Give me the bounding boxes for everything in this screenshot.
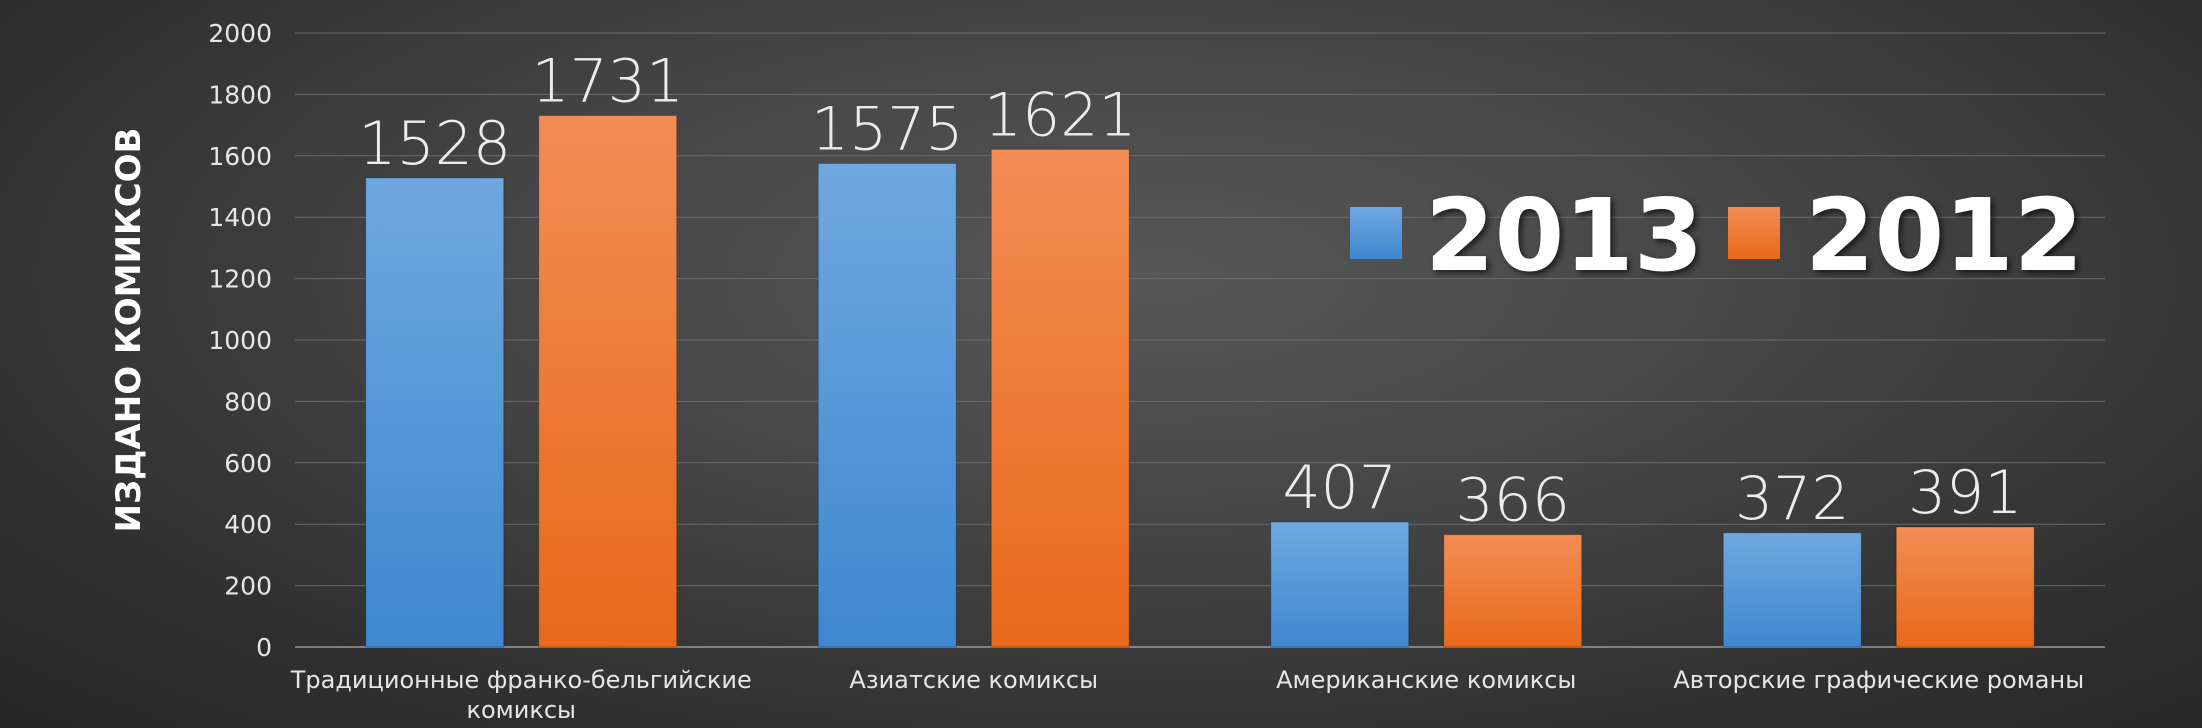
- y-tick-label: 0: [256, 633, 272, 662]
- data-label: 1731: [531, 47, 684, 117]
- y-tick-label: 1800: [208, 80, 272, 109]
- bars: [365, 115, 2035, 648]
- data-labels: 1528 1731 1575 1621 407 366 372 391: [358, 47, 2022, 536]
- y-tick-label: 800: [224, 387, 272, 416]
- y-tick-label: 200: [224, 572, 272, 601]
- y-tick-label: 2000: [208, 19, 272, 48]
- legend: 2013 2012: [1350, 177, 2083, 294]
- data-label: 1621: [984, 80, 1137, 150]
- data-label: 1575: [811, 94, 964, 164]
- legend-swatch-2013: [1350, 207, 1402, 259]
- data-label: 1528: [358, 109, 511, 179]
- legend-swatch-2012: [1728, 207, 1780, 259]
- y-tick-label: 1000: [208, 326, 272, 355]
- bar-2012-2: [990, 148, 1130, 648]
- x-category-label: Азиатские комиксы: [849, 666, 1098, 694]
- y-axis-label: ИЗДАНО КОМИКСОВ: [109, 128, 149, 533]
- y-tick-label: 1200: [208, 265, 272, 294]
- bar-2012-4: [1895, 526, 2035, 648]
- y-tick-label: 1600: [208, 142, 272, 171]
- data-label: 407: [1282, 453, 1397, 523]
- data-label: 372: [1735, 464, 1850, 534]
- bar-2013-2: [817, 162, 957, 648]
- y-tick-label: 600: [224, 449, 272, 478]
- y-tick-label: 400: [224, 510, 272, 539]
- bar-2013-1: [365, 177, 505, 648]
- legend-label-2013: 2013: [1425, 177, 1703, 294]
- x-category-label: Традиционные франко-бельгийские комиксы: [290, 666, 752, 724]
- x-axis-categories: Традиционные франко-бельгийские комиксы Аз…: [290, 666, 2084, 724]
- y-tick-label: 1400: [208, 203, 272, 232]
- data-label: 391: [1908, 458, 2023, 528]
- legend-label-2012: 2012: [1805, 177, 2083, 294]
- bar-2013-4: [1722, 532, 1862, 648]
- y-axis-ticks: 0 200 400 600 800 1000 1200 1400 1600 1800 2000: [208, 19, 272, 662]
- x-category-label: Американские комиксы: [1276, 666, 1576, 694]
- bar-2013-3: [1270, 521, 1410, 648]
- bar-2012-3: [1443, 534, 1583, 648]
- bar-2012-1: [538, 115, 678, 648]
- x-category-label: Авторские графические романы: [1673, 666, 2084, 694]
- data-label: 366: [1455, 466, 1570, 536]
